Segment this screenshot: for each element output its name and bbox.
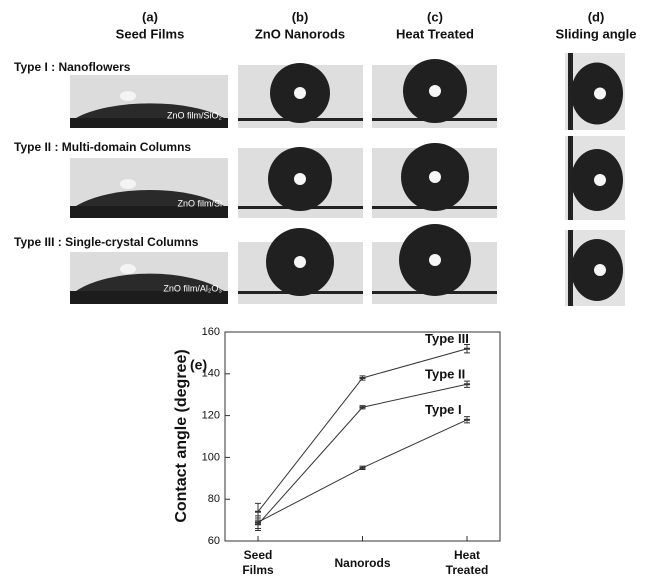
column-title: Seed Films	[116, 26, 185, 41]
highlight	[429, 85, 441, 97]
substrate-label: ZnO film/Al₂O₃	[163, 283, 222, 293]
column-title: ZnO Nanorods	[255, 26, 345, 41]
series-label: Type III	[425, 331, 469, 346]
marker	[464, 383, 470, 385]
highlight	[594, 88, 606, 100]
marker	[464, 419, 470, 421]
figure: (e) Contact angle (degree) (a)Seed Films…	[0, 0, 654, 580]
column-letter: (a)	[142, 9, 158, 24]
highlight	[120, 179, 136, 189]
marker	[255, 511, 261, 513]
marker	[360, 467, 366, 469]
column-title: Sliding angle	[556, 26, 637, 41]
x-tick-label: Nanorods	[334, 546, 392, 580]
highlight	[294, 173, 306, 185]
substrate-label: ZnO film/Si	[177, 198, 222, 208]
x-tick-label: Seed Films	[229, 546, 287, 580]
highlight	[594, 264, 606, 276]
row-label: Type III : Single-crystal Columns	[14, 235, 199, 249]
x-tick-label-box: Nanorods	[323, 546, 403, 580]
y-tick-label: 120	[202, 410, 220, 422]
marker	[255, 523, 261, 525]
highlight	[120, 264, 136, 274]
plot-frame	[225, 332, 500, 541]
highlight	[594, 174, 606, 186]
highlight	[294, 256, 306, 268]
x-tick-label-box: Heat Treated	[427, 546, 507, 580]
y-tick-label: 160	[202, 326, 220, 338]
column-letter: (b)	[292, 9, 309, 24]
substrate-label: ZnO film/SiO₂	[167, 110, 223, 120]
y-tick-label: 100	[202, 451, 220, 463]
series-label: Type I	[425, 402, 462, 417]
row-label: Type I : Nanoflowers	[14, 60, 131, 74]
highlight	[429, 254, 441, 266]
row-label: Type II : Multi-domain Columns	[14, 140, 191, 154]
highlight	[429, 171, 441, 183]
series-label: Type II	[425, 367, 465, 382]
column-title: Heat Treated	[396, 26, 474, 41]
highlight	[120, 91, 136, 101]
y-tick-label: 140	[202, 368, 220, 380]
marker	[360, 406, 366, 408]
y-axis-label: Contact angle (degree)	[173, 349, 190, 522]
x-tick-label: Heat Treated	[438, 546, 496, 580]
y-tick-label: 80	[208, 493, 220, 505]
highlight	[294, 87, 306, 99]
column-letter: (c)	[427, 9, 443, 24]
x-tick-label-box: Seed Films	[218, 546, 298, 580]
marker	[464, 348, 470, 350]
column-letter: (d)	[588, 9, 605, 24]
marker	[360, 377, 366, 379]
